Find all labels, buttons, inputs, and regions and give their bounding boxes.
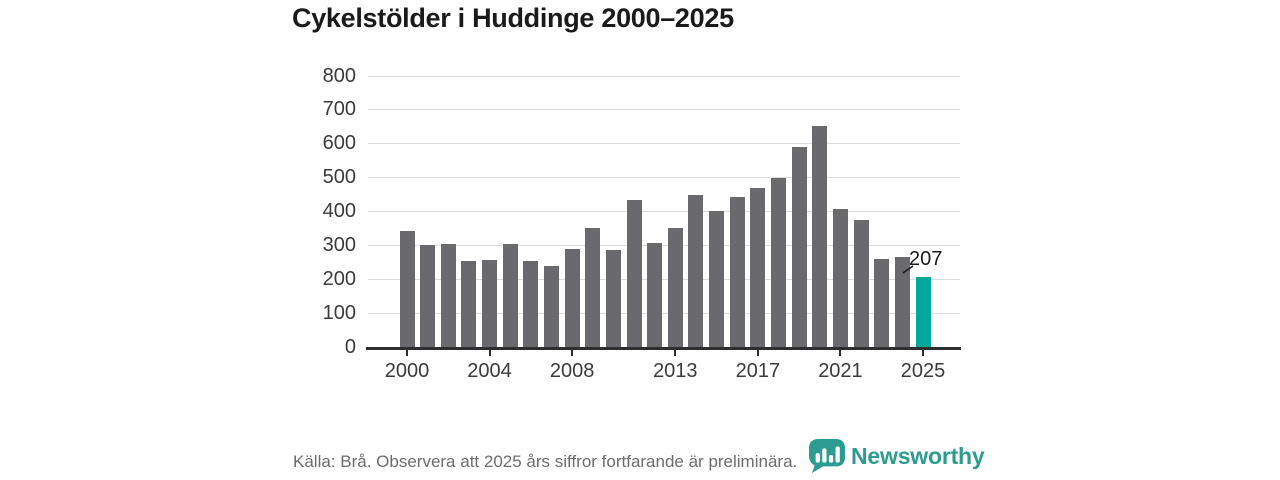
y-tick-label-600: 600 bbox=[322, 132, 356, 155]
x-tick-label-2017: 2017 bbox=[735, 360, 781, 382]
gridline-800 bbox=[368, 75, 960, 77]
bar-2017 bbox=[750, 187, 766, 347]
source-note: Källa: Brå. Observera att 2025 års siffr… bbox=[293, 452, 798, 471]
newsworthy-logo: Newsworthy bbox=[808, 438, 985, 474]
gridline-400 bbox=[368, 211, 960, 213]
value-label-leader-line bbox=[902, 265, 914, 274]
bar-2021 bbox=[832, 208, 848, 347]
x-tick-2004 bbox=[488, 349, 491, 356]
bar-2014 bbox=[688, 195, 704, 347]
y-tick-label-0: 0 bbox=[344, 336, 356, 358]
bar-2004 bbox=[482, 260, 498, 347]
bar-2018 bbox=[771, 177, 787, 347]
bar-2008 bbox=[564, 248, 580, 347]
bar-2002 bbox=[440, 244, 456, 347]
x-tick-label-2013: 2013 bbox=[653, 360, 698, 382]
gridline-500 bbox=[368, 177, 960, 179]
bar-2025 bbox=[915, 276, 931, 347]
value-label-2025: 207 bbox=[909, 248, 943, 270]
y-tick-label-500: 500 bbox=[322, 166, 356, 189]
x-tick-label-2004: 2004 bbox=[467, 360, 512, 382]
bar-2006 bbox=[523, 261, 539, 347]
y-tick-label-200: 200 bbox=[322, 268, 356, 291]
bar-2012 bbox=[647, 243, 663, 347]
x-tick-label-2000: 2000 bbox=[384, 360, 430, 382]
x-tick-label-2025: 2025 bbox=[900, 360, 946, 382]
x-tick-2000 bbox=[406, 349, 408, 356]
bar-2000 bbox=[399, 231, 415, 347]
y-tick-label-400: 400 bbox=[322, 200, 356, 223]
gridline-200 bbox=[368, 279, 960, 281]
y-tick-label-100: 100 bbox=[322, 302, 356, 325]
x-tick-label-2008: 2008 bbox=[549, 360, 595, 382]
bar-2020 bbox=[812, 125, 828, 347]
bar-2015 bbox=[709, 210, 725, 347]
x-tick-2013 bbox=[674, 349, 677, 356]
y-tick-label-700: 700 bbox=[322, 98, 356, 121]
bar-2007 bbox=[543, 265, 559, 347]
x-axis-line bbox=[366, 347, 961, 350]
x-tick-2017 bbox=[756, 349, 759, 356]
bar-2011 bbox=[626, 199, 642, 347]
bar-2005 bbox=[502, 243, 518, 347]
bar-2009 bbox=[585, 227, 601, 347]
bar-2019 bbox=[791, 147, 807, 347]
bar-2010 bbox=[605, 250, 621, 347]
x-tick-label-2021: 2021 bbox=[818, 360, 863, 382]
bar-2016 bbox=[729, 197, 745, 347]
bar-2024 bbox=[894, 257, 910, 347]
y-tick-label-800: 800 bbox=[322, 64, 356, 87]
bar-2001 bbox=[420, 244, 436, 347]
x-tick-2008 bbox=[571, 349, 574, 356]
newsworthy-logo-text: Newsworthy bbox=[851, 442, 985, 469]
newsworthy-bar-chart-bubble-icon bbox=[809, 438, 845, 474]
chart-title: Cykelstölder i Huddinge 2000–2025 bbox=[292, 3, 734, 33]
gridline-300 bbox=[368, 245, 960, 247]
x-tick-2021 bbox=[839, 349, 842, 356]
gridline-100 bbox=[368, 313, 960, 315]
x-tick-2025 bbox=[922, 349, 924, 356]
y-tick-label-300: 300 bbox=[322, 234, 356, 257]
bar-2013 bbox=[667, 228, 683, 347]
bar-2023 bbox=[874, 259, 890, 347]
bar-2022 bbox=[853, 220, 869, 347]
gridline-600 bbox=[368, 143, 960, 145]
bar-2003 bbox=[461, 260, 477, 347]
gridline-700 bbox=[368, 109, 960, 111]
